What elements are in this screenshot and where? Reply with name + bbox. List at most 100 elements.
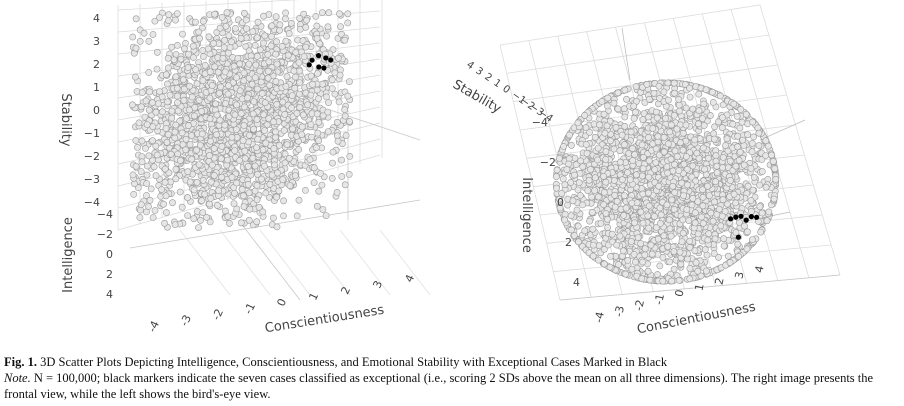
scatter-point	[132, 137, 140, 144]
scatter-point	[604, 102, 611, 110]
scatter-point	[295, 196, 303, 204]
scatter-point	[239, 192, 247, 200]
conscientiousness-tick-label: 1	[306, 291, 321, 303]
intelligence-tick-label: −2	[540, 156, 556, 169]
scatter-point	[178, 129, 186, 137]
scatter-point	[695, 120, 702, 128]
scatter-point	[245, 189, 253, 197]
scatter-point	[611, 191, 619, 199]
conscientiousness-tick-label: 2	[712, 276, 726, 286]
scatter-point	[210, 145, 218, 152]
scatter-point	[289, 125, 296, 133]
left-intelligence-ticks: −4 −2 0 2 4	[97, 208, 113, 301]
scatter-point	[325, 99, 332, 106]
scatter-point	[677, 139, 684, 147]
scatter-point	[174, 107, 182, 115]
scatter-point	[147, 185, 155, 193]
scatter-point	[630, 102, 638, 110]
scatter-point	[245, 138, 252, 146]
stability-tick-label: 3	[93, 35, 100, 48]
scatter-point	[233, 74, 240, 81]
scatter-point	[143, 162, 151, 170]
scatter-point	[240, 203, 248, 210]
scatter-point	[682, 104, 690, 112]
scatter-point	[707, 112, 714, 119]
scatter-point	[675, 167, 683, 174]
exceptional-point	[316, 64, 322, 70]
stability-tick-label: −4	[84, 196, 100, 209]
scatter-point	[768, 151, 775, 159]
scatter-point	[138, 158, 146, 166]
scatter-point	[654, 235, 662, 243]
scatter-point	[132, 15, 140, 23]
scatter-point	[255, 203, 263, 211]
scatter-point	[670, 265, 678, 273]
scatter-point	[648, 250, 656, 258]
scatter-point	[726, 259, 734, 266]
scatter-point	[748, 207, 755, 215]
scatter-point	[618, 176, 626, 184]
scatter-point	[682, 121, 690, 129]
scatter-point	[172, 175, 180, 183]
scatter-point	[619, 247, 627, 255]
scatter-point	[272, 50, 280, 58]
scatter-point	[662, 115, 669, 122]
scatter-point	[186, 178, 194, 186]
scatter-point	[145, 106, 153, 114]
scatter-point	[309, 81, 316, 88]
scatter-point	[646, 276, 654, 284]
scatter-point	[281, 15, 289, 23]
stability-tick-label: 1	[93, 81, 100, 94]
scatter-point	[291, 172, 299, 179]
scatter-point	[225, 82, 232, 90]
scatter-point	[640, 153, 647, 161]
scatter-point	[273, 101, 281, 108]
scatter-point	[272, 13, 280, 20]
scatter-point	[259, 208, 267, 216]
scatter-point	[238, 185, 246, 193]
scatter-point	[296, 79, 304, 86]
scatter-point	[231, 111, 239, 119]
scatter-point	[214, 68, 222, 76]
scatter-point	[697, 272, 705, 280]
scatter-point	[590, 241, 597, 249]
scatter-point	[644, 267, 652, 275]
scatter-point	[683, 206, 691, 213]
conscientiousness-tick-label: 3	[370, 279, 385, 291]
scatter-point	[571, 154, 579, 162]
scatter-point	[195, 161, 203, 168]
scatter-point	[560, 142, 567, 150]
scatter-point	[566, 131, 573, 139]
scatter-point	[207, 137, 214, 145]
scatter-point	[668, 196, 676, 204]
scatter-point	[186, 141, 194, 148]
scatter-point	[207, 178, 215, 186]
scatter-point	[667, 155, 675, 163]
scatter-point	[270, 145, 278, 152]
scatter-point	[652, 159, 660, 166]
scatter-point	[193, 80, 201, 88]
scatter-point	[630, 250, 638, 258]
scatter-point	[594, 156, 601, 164]
scatter-point	[747, 164, 755, 172]
stability-tick-label: −1	[84, 127, 100, 140]
scatter-point	[257, 78, 265, 86]
scatter-point	[755, 142, 763, 149]
scatter-point	[621, 86, 629, 94]
scatter-point	[699, 186, 706, 194]
scatter-point	[694, 267, 702, 275]
scatter-point	[213, 111, 221, 119]
scatter-point	[146, 196, 154, 204]
left-stability-ticks: 4 3 2 1 0 −1 −2 −3 −4	[84, 12, 100, 209]
scatter-point	[276, 21, 284, 29]
scatter-point	[219, 54, 227, 62]
scatter-point	[190, 215, 198, 223]
scatter-point	[265, 115, 273, 122]
scatter-point	[226, 44, 234, 51]
scatter-point	[217, 83, 224, 91]
scatter-point	[199, 209, 207, 216]
scatter-point	[676, 248, 684, 256]
scatter-point	[670, 248, 678, 255]
scatter-point	[656, 220, 664, 227]
scatter-point	[632, 108, 639, 116]
